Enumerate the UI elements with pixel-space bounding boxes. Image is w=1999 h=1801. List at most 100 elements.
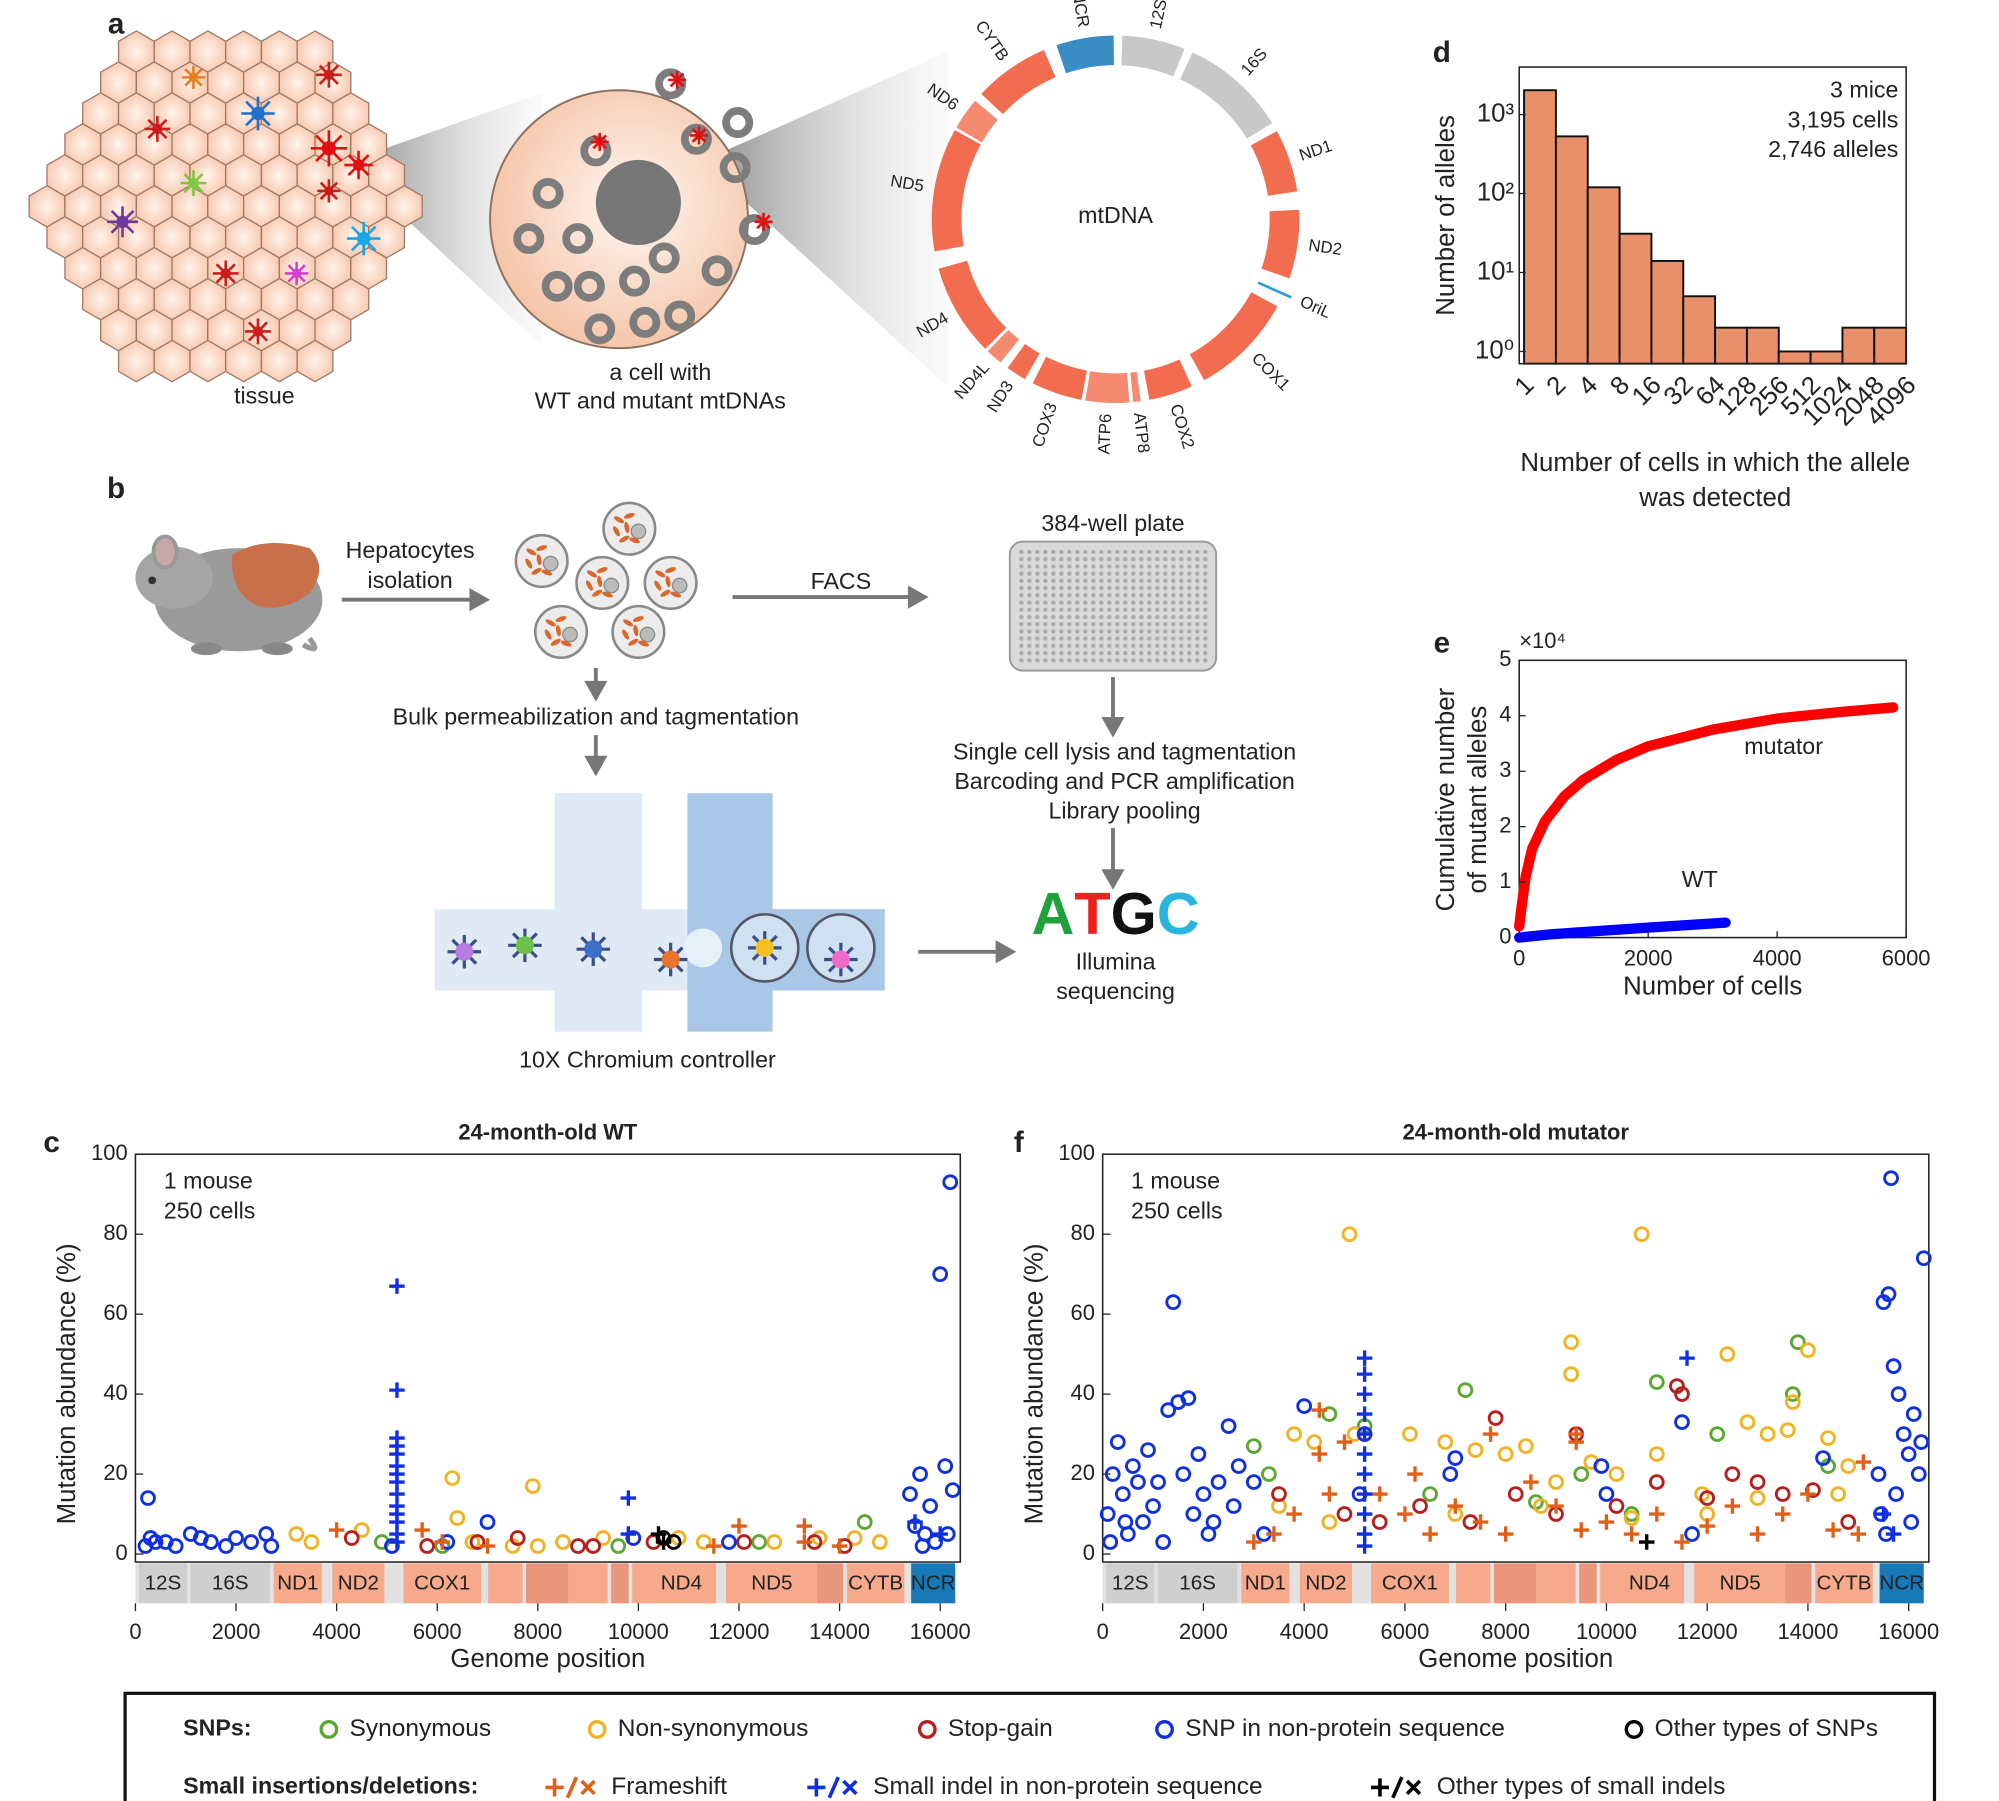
well — [1059, 629, 1064, 634]
well — [1187, 658, 1192, 663]
mitochondrion — [628, 638, 639, 646]
well — [1067, 557, 1072, 562]
well — [1187, 629, 1192, 634]
x-tick-label: 0 — [129, 1619, 141, 1644]
well — [1075, 564, 1080, 569]
well — [1091, 557, 1096, 562]
data-point — [912, 1466, 928, 1482]
data-point — [595, 1530, 612, 1546]
well — [1043, 593, 1048, 598]
well — [1123, 650, 1128, 656]
well — [1091, 614, 1096, 620]
mutant-mark — [116, 215, 129, 229]
well — [1067, 607, 1072, 612]
well — [1075, 549, 1080, 555]
well — [1075, 650, 1080, 656]
data-point — [1246, 1534, 1262, 1550]
data-point — [1160, 1402, 1177, 1418]
data-point — [942, 1174, 959, 1191]
well — [1075, 571, 1080, 576]
well — [1131, 557, 1136, 562]
well — [1147, 629, 1152, 634]
well — [1091, 658, 1096, 663]
bar — [1586, 186, 1621, 365]
arrow-head — [1101, 869, 1125, 890]
data-point — [1885, 1358, 1902, 1374]
mutant-mark — [695, 131, 703, 140]
well — [1059, 564, 1064, 569]
well — [1107, 571, 1112, 576]
mitochondrion — [536, 545, 548, 552]
well — [1027, 629, 1032, 634]
well — [1115, 658, 1120, 663]
data-point — [1608, 1498, 1625, 1514]
data-point — [1306, 1434, 1323, 1450]
mutant-mark — [759, 218, 768, 226]
data-point — [1311, 1402, 1328, 1418]
well — [1027, 571, 1032, 576]
data-point — [1286, 1506, 1302, 1522]
data-point — [706, 1538, 722, 1554]
ring-segment — [981, 49, 1056, 115]
well — [1107, 658, 1112, 663]
ring-label: COX2 — [1166, 402, 1198, 451]
data-point — [1888, 1486, 1904, 1502]
gene — [403, 1563, 482, 1604]
well — [1195, 621, 1200, 627]
data-point — [414, 1522, 430, 1538]
well — [1171, 643, 1176, 649]
well — [1067, 621, 1072, 627]
well — [1131, 600, 1136, 605]
well — [1179, 600, 1184, 605]
well — [1187, 593, 1192, 598]
oril-mark — [1257, 281, 1292, 299]
well — [1043, 621, 1048, 627]
ring-segment — [1143, 359, 1192, 400]
well — [1171, 585, 1176, 591]
data-point — [1774, 1506, 1791, 1522]
well — [1043, 658, 1048, 663]
data-point — [796, 1518, 813, 1534]
well — [1147, 564, 1152, 569]
well — [1139, 593, 1144, 598]
well — [1131, 564, 1136, 569]
well — [1067, 564, 1072, 569]
data-point — [1903, 1514, 1920, 1530]
data-point — [1155, 1534, 1171, 1550]
gene — [488, 1563, 523, 1604]
well — [1203, 557, 1208, 562]
arrows — [341, 585, 1125, 964]
well — [1203, 549, 1208, 555]
annotation: 250 cells — [164, 1197, 256, 1223]
x-axis-label: Number of cells — [1623, 973, 1802, 1001]
data-point — [1820, 1430, 1836, 1446]
data-point — [1205, 1514, 1222, 1530]
gene — [138, 1563, 187, 1604]
mutant-mark — [352, 159, 365, 171]
plot-frame — [1518, 66, 1907, 365]
well — [1035, 564, 1040, 569]
x-axis-label: Genome position — [450, 1645, 645, 1673]
mitochondrion — [654, 580, 662, 591]
step-label: 384-well plate — [1041, 510, 1184, 536]
ring-segment — [1261, 209, 1300, 279]
oril-label: OriL — [1297, 292, 1334, 322]
well — [1187, 621, 1192, 627]
well — [1195, 643, 1200, 649]
data-point — [1356, 1506, 1373, 1522]
x-tick-label: 14000 — [1777, 1619, 1838, 1644]
data-point — [1371, 1514, 1388, 1530]
mitochondrion — [560, 640, 572, 647]
data-point — [922, 1498, 938, 1514]
well — [1123, 564, 1128, 569]
tissue-label: tissue — [234, 382, 295, 408]
mtdna-copy — [573, 270, 605, 302]
data-point — [1230, 1458, 1247, 1474]
well — [1163, 643, 1168, 649]
well — [1195, 658, 1200, 663]
data-point — [243, 1534, 259, 1550]
well — [1123, 629, 1128, 634]
step-label: FACS — [811, 568, 872, 594]
well — [1187, 549, 1192, 555]
